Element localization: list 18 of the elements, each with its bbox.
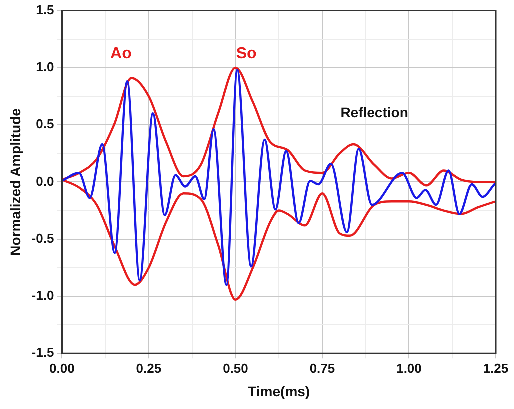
x-tick-label: 0.25	[136, 360, 162, 376]
x-tick-label: 1.00	[396, 360, 422, 376]
y-tick-label: -0.5	[32, 230, 54, 246]
annotation: So	[236, 46, 258, 63]
y-tick-label: 0.5	[36, 116, 54, 132]
annotation: Reflection	[340, 104, 408, 120]
y-tick-label: -1.0	[32, 288, 54, 304]
y-axis-title: Normalized Amplitude	[7, 108, 24, 256]
y-tick-label: 0.0	[36, 174, 54, 189]
x-tick-label: 0.00	[50, 360, 75, 376]
x-axis-title: Time(ms)	[248, 383, 310, 400]
annotation: Ao	[110, 46, 132, 63]
x-tick-label: 0.50	[223, 360, 248, 376]
x-tick-label: 1.25	[483, 360, 509, 376]
x-tick-label: 0.75	[310, 360, 336, 376]
y-tick-label: 1.5	[36, 2, 54, 18]
y-tick-label: -1.5	[32, 345, 54, 360]
y-tick-label: 1.0	[36, 60, 54, 75]
